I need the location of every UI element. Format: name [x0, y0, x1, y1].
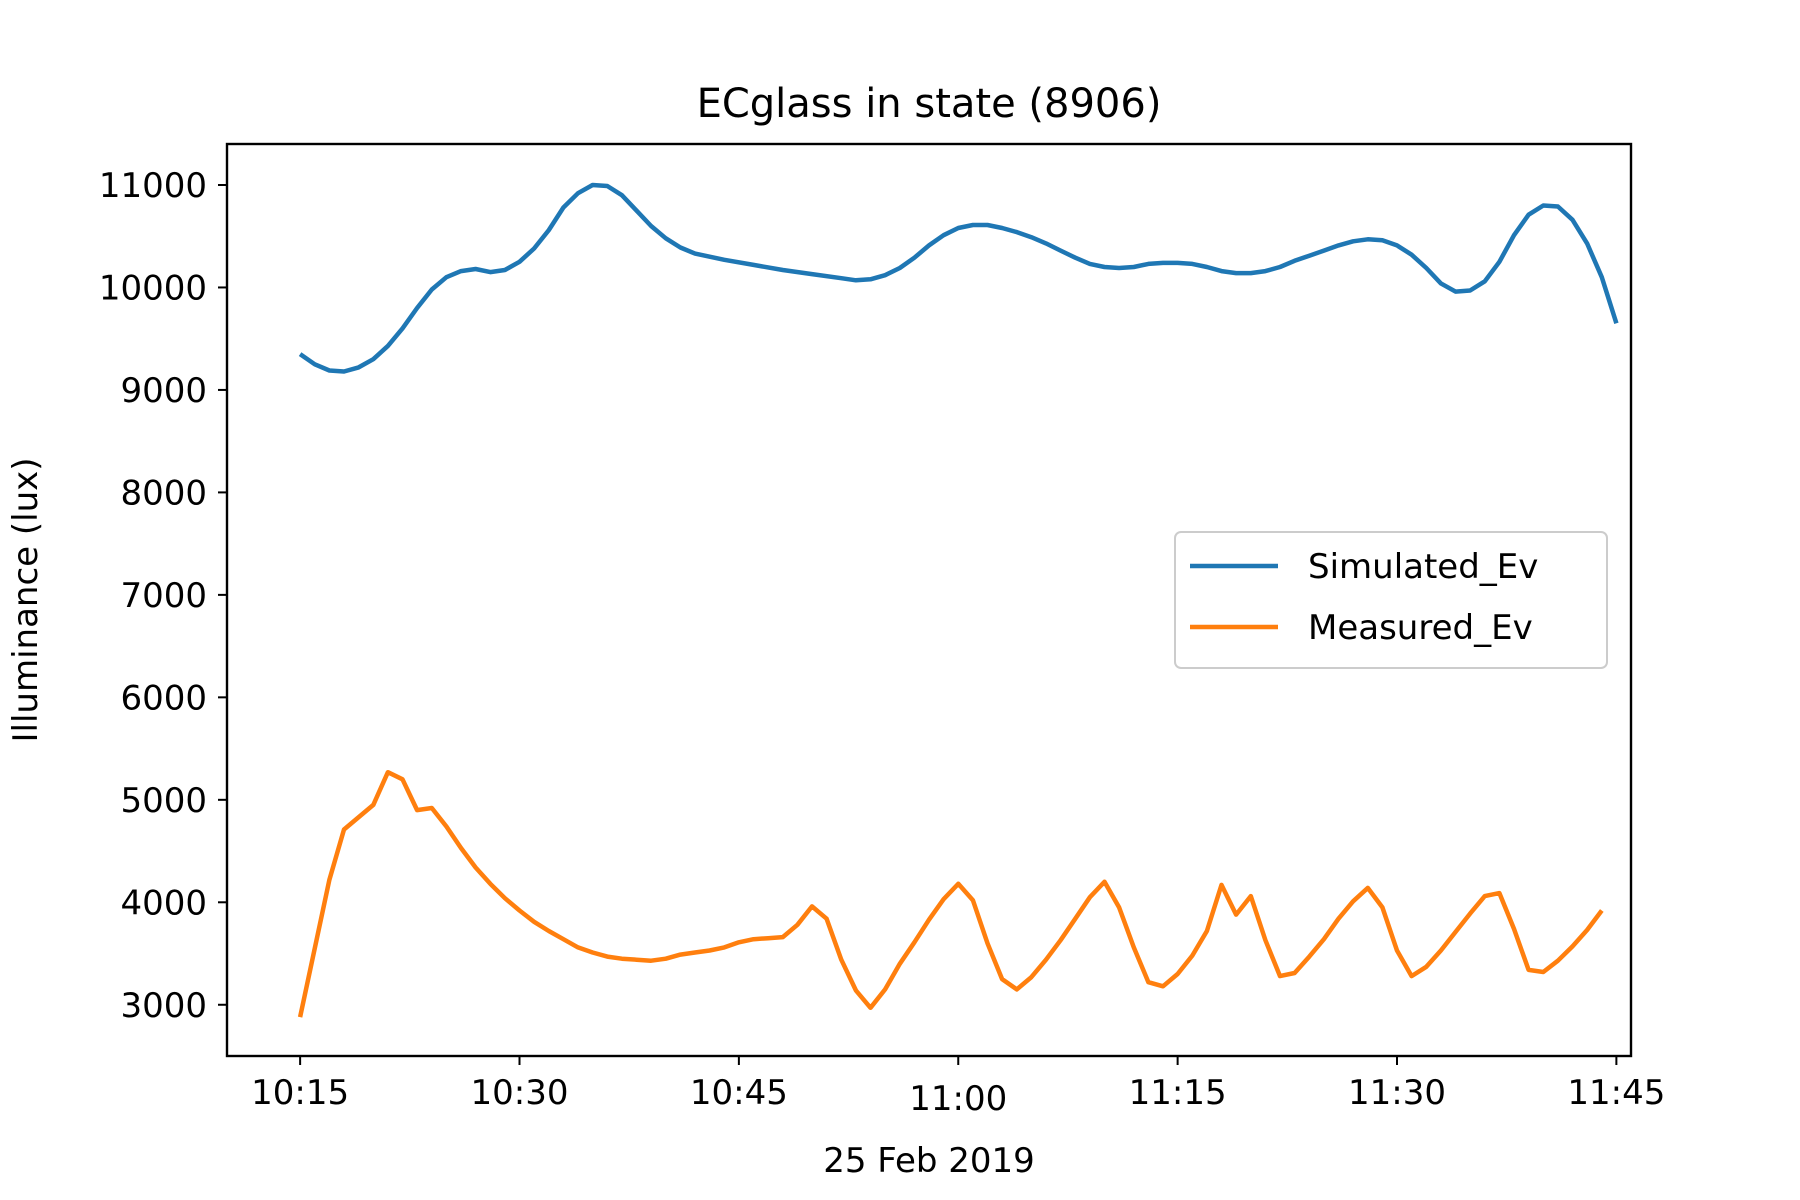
y-tick-label: 3000 [120, 986, 207, 1026]
x-tick-label: 11:15 [1129, 1073, 1227, 1113]
series-line-simulated-ev [298, 182, 1619, 374]
y-tick-label: 8000 [120, 473, 207, 513]
y-tick-label: 11000 [99, 166, 207, 206]
x-axis-label: 25 Feb 2019 [823, 1141, 1035, 1181]
y-tick-label: 10000 [99, 268, 207, 308]
series-line-measured-ev [297, 769, 1604, 1018]
legend-label-measured: Measured_Ev [1308, 608, 1533, 648]
y-axis-label: Illuminance (lux) [6, 457, 46, 742]
y-axis: 3000 4000 5000 6000 7000 8000 9000 10000 11000 [99, 166, 227, 1026]
y-tick-label: 5000 [120, 781, 207, 821]
y-tick-label: 7000 [120, 576, 207, 616]
x-tick-label: 10:30 [471, 1073, 569, 1113]
legend: Simulated_Ev Measured_Ev [1174, 531, 1608, 669]
plot-area [225, 142, 1633, 1058]
x-tick-label: 10:15 [251, 1073, 349, 1113]
x-tick-label: 11:45 [1567, 1073, 1665, 1113]
y-tick-label: 4000 [120, 883, 207, 923]
x-tick-label: 11:30 [1348, 1073, 1446, 1113]
legend-label-simulated: Simulated_Ev [1308, 547, 1538, 587]
chart-title: ECglass in state (8906) [697, 81, 1162, 127]
legend-box [1174, 531, 1608, 669]
x-tick-label: 11:00 [909, 1079, 1007, 1119]
y-tick-label: 9000 [120, 371, 207, 411]
x-axis: 10:15 10:30 10:45 11:00 11:15 11:30 11:45 [251, 1056, 1665, 1119]
y-tick-label: 6000 [120, 678, 207, 718]
series-layer [297, 182, 1619, 1018]
x-tick-label: 10:45 [690, 1073, 788, 1113]
